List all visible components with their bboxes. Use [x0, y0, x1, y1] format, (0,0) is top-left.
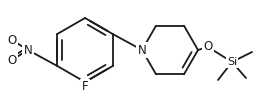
- Text: Si: Si: [227, 57, 237, 67]
- Text: O: O: [7, 53, 17, 66]
- Text: O: O: [203, 40, 213, 53]
- Text: N: N: [24, 43, 32, 56]
- Text: N: N: [138, 43, 146, 56]
- Text: O: O: [7, 33, 17, 46]
- Text: F: F: [82, 80, 88, 93]
